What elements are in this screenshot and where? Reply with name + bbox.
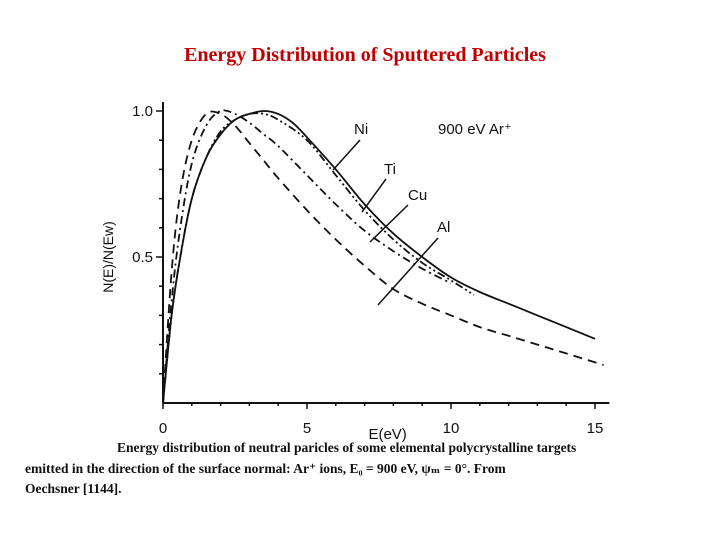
series-leader-ni bbox=[332, 139, 361, 171]
chart-annotation: 900 eV Ar⁺ bbox=[438, 121, 512, 138]
chart-series bbox=[162, 109, 604, 404]
figure-caption-line3: Oechsner [1144]. bbox=[25, 481, 122, 496]
series-leader-al bbox=[377, 237, 439, 306]
y-tick-label: 0.5 bbox=[132, 249, 153, 266]
figure-caption-line1: Energy distribution of neutral paricles … bbox=[117, 440, 577, 455]
series-label-ni: Ni bbox=[354, 121, 368, 138]
series-line-ti bbox=[162, 109, 452, 404]
x-tick-label: 15 bbox=[587, 420, 604, 437]
y-tick-label: 1.0 bbox=[132, 103, 153, 120]
x-tick-label: 10 bbox=[443, 420, 460, 437]
y-axis-label: N(E)/N(Ew) bbox=[100, 221, 116, 293]
series-label-cu: Cu bbox=[408, 187, 427, 204]
series-leader-cu bbox=[369, 204, 409, 243]
chart-labels: 0 5 10 15 0.5 1.0 E(eV) N(E)/N(Ew) 900 eV Ar⁺ Ni T… bbox=[100, 103, 603, 443]
x-tick-label: 5 bbox=[303, 420, 311, 437]
figure-caption-line2: emitted in the direction of the surface … bbox=[25, 461, 506, 476]
series-leader-ti bbox=[361, 178, 387, 213]
chart-axes bbox=[156, 102, 610, 409]
series-line-al bbox=[162, 110, 604, 404]
x-axis-label: E(eV) bbox=[368, 426, 406, 443]
series-label-al: Al bbox=[437, 219, 450, 236]
slide-title: Energy Distribution of Sputtered Particl… bbox=[184, 44, 546, 66]
series-line-ni bbox=[162, 110, 596, 404]
series-line-cu bbox=[162, 112, 475, 404]
series-label-ti: Ti bbox=[384, 161, 396, 178]
x-tick-label: 0 bbox=[159, 420, 167, 437]
